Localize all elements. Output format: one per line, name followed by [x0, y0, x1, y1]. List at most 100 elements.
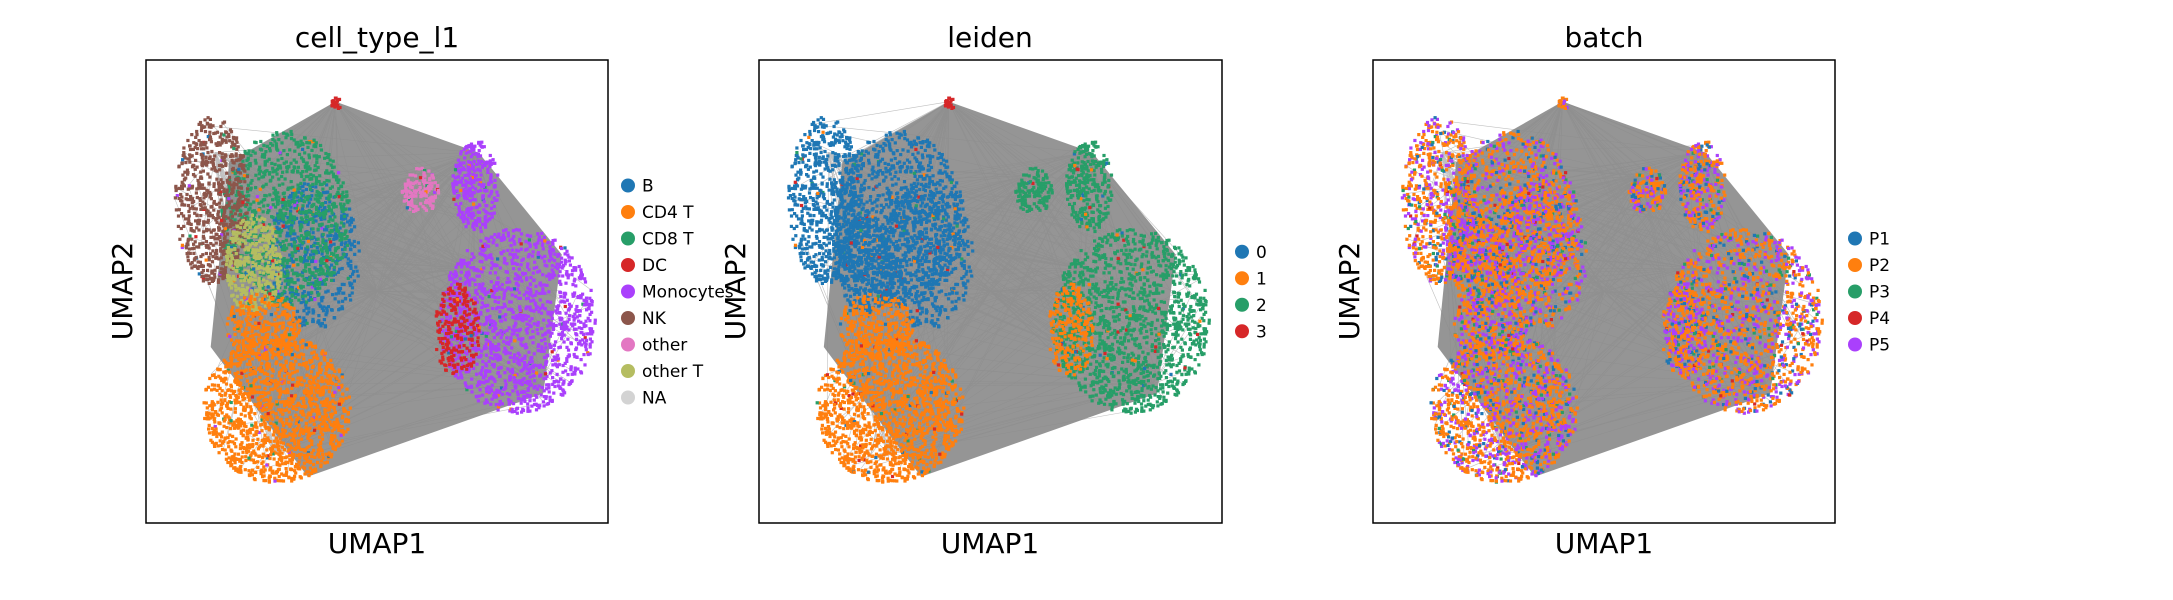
cell-point [235, 399, 239, 403]
cell-point [267, 298, 271, 302]
cell-point [229, 360, 233, 364]
cell-point [303, 255, 307, 259]
cell-point [237, 219, 241, 223]
cell-point [306, 195, 310, 200]
cell-point [526, 314, 530, 319]
cell-point [174, 184, 178, 188]
cell-point [497, 295, 501, 300]
cell-point [291, 366, 296, 370]
cell-point [196, 178, 200, 183]
cell-point [312, 284, 316, 288]
cell-point [502, 340, 506, 344]
cell-point [542, 349, 546, 353]
cell-point [234, 269, 238, 273]
cell-point [195, 151, 199, 155]
cell-point [217, 374, 221, 378]
cell-point [248, 373, 252, 377]
cell-point [537, 235, 541, 239]
cell-point [252, 370, 256, 374]
cell-point [205, 406, 209, 410]
cell-point [263, 294, 267, 298]
cell-point [560, 317, 564, 321]
cell-point [318, 244, 322, 248]
cell-point [257, 430, 261, 435]
cell-point [228, 185, 232, 189]
cell-point [297, 353, 301, 358]
cell-point [249, 471, 253, 475]
cell-point [226, 368, 230, 373]
cell-point [288, 350, 292, 354]
cell-point [547, 319, 551, 323]
cell-point [331, 442, 335, 446]
cell-point [285, 418, 289, 422]
cell-point [180, 162, 184, 166]
cell-point [298, 198, 302, 203]
cell-point [314, 281, 318, 285]
cell-point [269, 415, 273, 419]
cell-point [274, 197, 278, 201]
cell-point [505, 336, 509, 340]
cell-point [565, 270, 569, 274]
cell-point [230, 145, 234, 149]
cell-point [543, 342, 548, 346]
cell-point [305, 341, 310, 345]
cell-point [316, 165, 320, 169]
cell-point [236, 241, 240, 245]
cell-point [261, 223, 266, 227]
cell-point [246, 395, 250, 399]
cell-point [526, 388, 530, 393]
cell-point [259, 307, 263, 311]
cell-point [236, 419, 240, 424]
cell-point [575, 315, 579, 319]
cell-point [288, 253, 292, 257]
cell-point [335, 228, 339, 232]
cell-point [526, 379, 530, 383]
cell-point [339, 397, 343, 401]
cell-point [239, 402, 243, 406]
cell-point [263, 304, 267, 308]
cell-point [229, 407, 233, 411]
cell-point [206, 122, 210, 126]
cell-point [218, 168, 222, 172]
cell-point [510, 258, 514, 263]
cell-point [261, 220, 265, 224]
cell-point [337, 300, 341, 304]
cell-point [228, 256, 232, 260]
cell-point [259, 139, 263, 144]
cell-point [262, 419, 266, 424]
cell-point [265, 320, 269, 324]
cell-point [188, 234, 192, 238]
cell-point [551, 376, 555, 380]
cell-point [247, 469, 251, 473]
cell-point [241, 159, 245, 163]
cell-point [338, 226, 342, 230]
cell-point [291, 428, 295, 432]
cell-point [538, 363, 542, 367]
cell-point [303, 250, 307, 254]
cell-point [559, 282, 563, 286]
cell-point [271, 259, 275, 263]
cell-point [295, 407, 299, 411]
cell-point [277, 292, 282, 296]
cell-point [246, 330, 250, 334]
cell-point [331, 172, 335, 176]
cell-point [328, 244, 333, 248]
cell-point [234, 206, 238, 210]
cell-point [274, 426, 278, 430]
cell-point [249, 181, 253, 185]
cell-point [234, 445, 238, 449]
cell-point [573, 277, 577, 281]
cell-point [292, 328, 296, 332]
cell-point [305, 446, 309, 450]
cell-point [512, 239, 516, 244]
cell-point [523, 361, 527, 365]
cell-point [306, 239, 311, 243]
cell-point [243, 263, 247, 267]
cell-point [267, 438, 271, 442]
cell-point [254, 256, 258, 260]
cell-point [236, 353, 240, 358]
cell-point [260, 361, 264, 365]
cell-point [497, 285, 501, 289]
cell-point [310, 442, 314, 446]
cell-point [320, 415, 325, 419]
